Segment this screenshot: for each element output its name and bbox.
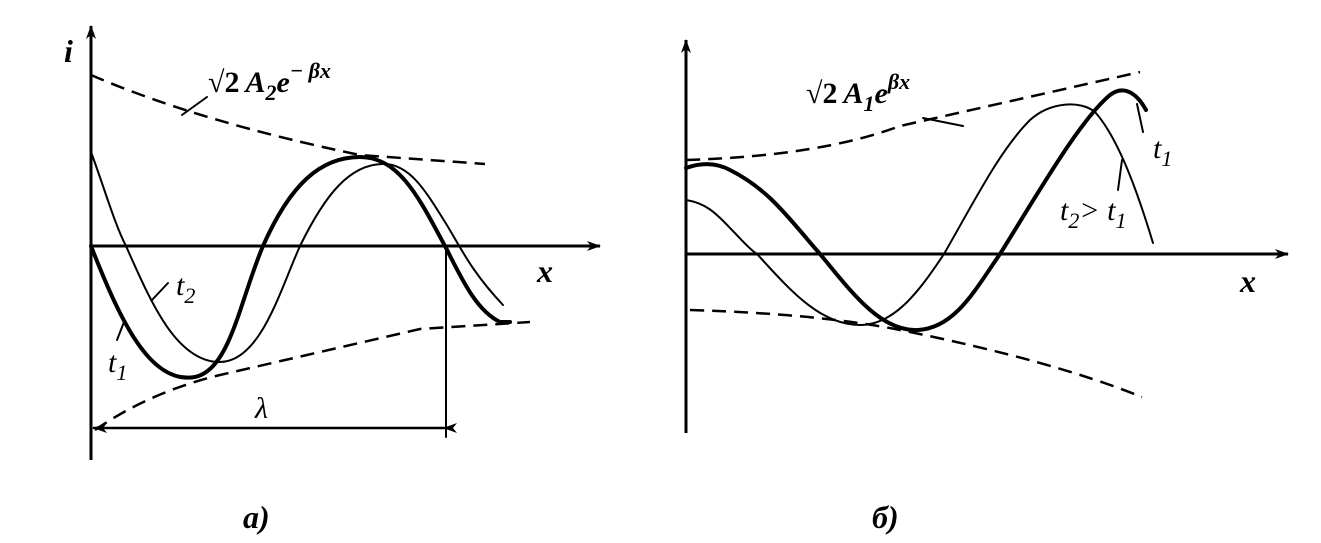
- t2-leader: [151, 282, 169, 301]
- envelope-leader: [181, 96, 208, 116]
- lower-envelope: [689, 308, 1143, 399]
- panel-b: x √2 A1eβx t1 t2> t1 б): [681, 39, 1289, 535]
- t1-leader: [116, 321, 125, 341]
- curve-t2: [685, 103, 1154, 327]
- panel-a: i x √2 A2e− βx t2 t1 λ а): [64, 25, 601, 535]
- t2-gt-t1-label: t2> t1: [1060, 194, 1126, 233]
- x-axis-label: x: [536, 253, 553, 289]
- upper-envelope: [90, 73, 486, 166]
- upper-envelope: [685, 70, 1141, 162]
- t1-label: t1: [108, 346, 127, 385]
- lower-envelope: [94, 320, 531, 432]
- caption-b: б): [872, 499, 899, 535]
- caption-a: а): [243, 499, 270, 535]
- t1-leader: [1136, 103, 1144, 133]
- x-axis-label: x: [1239, 263, 1256, 299]
- envelope-leader: [922, 117, 964, 127]
- t2-leader: [1117, 159, 1123, 191]
- y-axis-label: i: [64, 33, 73, 69]
- t1-label: t1: [1153, 132, 1172, 171]
- wavelength-label: λ: [254, 392, 268, 425]
- t2-label: t2: [176, 269, 195, 308]
- envelope-label: √2 A1eβx: [806, 69, 910, 116]
- curve-t2: [90, 151, 504, 364]
- curve-t1: [684, 88, 1148, 333]
- envelope-label: √2 A2e− βx: [208, 58, 331, 105]
- curve-t1: [89, 155, 512, 380]
